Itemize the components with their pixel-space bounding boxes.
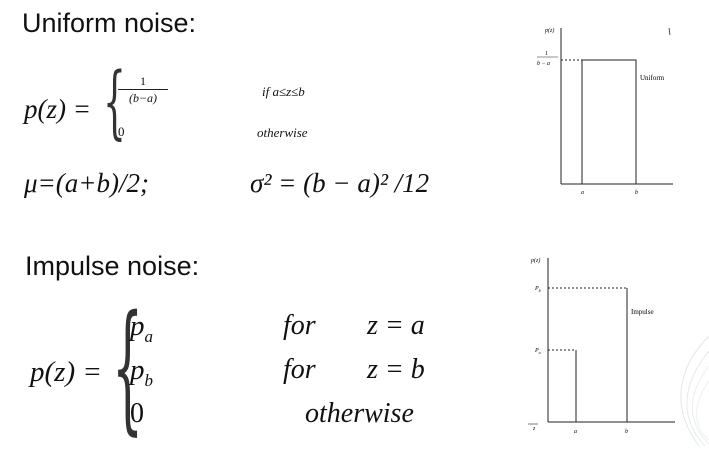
- uniform-variance-formula: σ² = (b − a)² /12: [250, 168, 430, 198]
- uniform-case2-condition: otherwise: [257, 125, 308, 140]
- impulse-b-label: b: [625, 429, 628, 435]
- uniform-case1-condition: if a≤z≤b: [262, 84, 305, 99]
- uniform-pdf-lhs: p(z) =: [24, 94, 91, 124]
- impulse-graph-ylabel: p(z): [530, 257, 540, 264]
- decorative-swirl-icon: [680, 335, 709, 446]
- impulse-a-label: a: [574, 429, 577, 435]
- impulse-case2-condition: z = b: [367, 354, 425, 385]
- uniform-level-num: 1: [545, 51, 548, 57]
- impulse-pdf-lhs: p(z) =: [30, 356, 102, 388]
- impulse-case3-value: 0: [130, 398, 144, 429]
- impulse-pb-label: Pb: [534, 286, 541, 293]
- impulse-z-label: z: [532, 426, 536, 432]
- impulse-case2-for: for: [283, 354, 316, 385]
- uniform-heading: Uniform noise:: [22, 8, 197, 38]
- impulse-pdf-graph: p(z) Pb Pa a b z Impulse: [528, 257, 675, 435]
- uniform-case1-fraction: 1 (b−a): [118, 74, 168, 105]
- uniform-frac-num: 1: [140, 74, 146, 88]
- uniform-pdf-box: [581, 59, 637, 185]
- uniform-case2-value: 0: [118, 124, 125, 139]
- impulse-brace: {: [112, 286, 144, 449]
- impulse-case1-value: pa: [130, 310, 153, 346]
- uniform-brace: {: [103, 55, 126, 148]
- impulse-case1-condition: z = a: [367, 310, 425, 341]
- uniform-mean-formula: μ=(a+b)/2;: [24, 168, 149, 198]
- uniform-pdf-graph: p(z) 1 b − a a b Uniform: [537, 27, 673, 196]
- uniform-level-den: b − a: [537, 61, 550, 67]
- impulse-case1-for: for: [283, 310, 316, 341]
- uniform-curve-label: Uniform: [640, 74, 665, 82]
- impulse-curve-label: Impulse: [631, 308, 654, 316]
- impulse-case3-condition: otherwise: [305, 398, 414, 429]
- uniform-a-label: a: [581, 190, 584, 196]
- uniform-graph-ylabel: p(z): [544, 27, 554, 34]
- impulse-heading: Impulse noise:: [25, 251, 200, 281]
- impulse-pa-label: Pa: [534, 348, 541, 355]
- uniform-frac-den: (b−a): [128, 91, 158, 105]
- impulse-case2-value: pb: [130, 354, 153, 390]
- uniform-b-label: b: [635, 190, 638, 196]
